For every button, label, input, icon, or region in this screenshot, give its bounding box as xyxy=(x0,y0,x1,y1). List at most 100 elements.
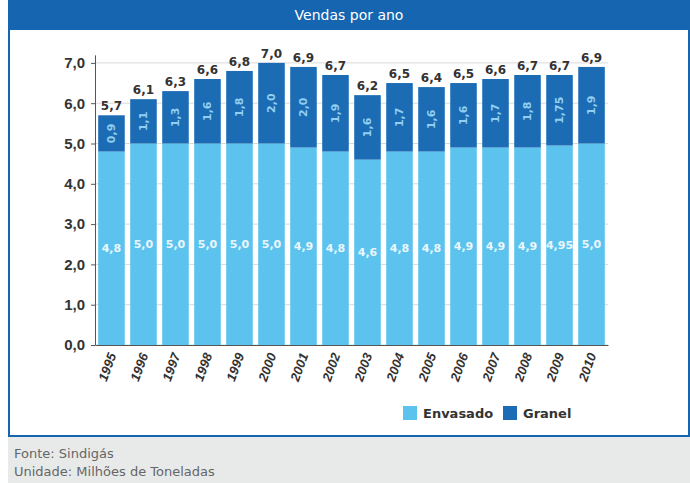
y-tick-label: 7,0 xyxy=(64,54,85,71)
bar xyxy=(354,95,381,159)
bar xyxy=(514,148,541,345)
x-tick: 2009 xyxy=(543,345,568,384)
data-labels: 4,85,05,05,05,05,04,94,84,64,84,84,94,94… xyxy=(102,93,602,259)
bar xyxy=(386,152,413,345)
data-label: 2,0 xyxy=(297,97,310,117)
title: Vendas por ano xyxy=(295,7,404,23)
y-tick-label: 1,0 xyxy=(64,296,85,313)
data-label: 5,0 xyxy=(134,238,154,251)
bar xyxy=(578,144,605,346)
y-tick-mark xyxy=(91,63,95,64)
data-label: 1,7 xyxy=(489,104,502,124)
x-tick: 2007 xyxy=(479,345,504,384)
total-label: 6,7 xyxy=(549,59,570,73)
x-tick-label: 2005 xyxy=(415,350,440,384)
x-tick-label: 1998 xyxy=(191,350,215,383)
total-label: 6,7 xyxy=(517,59,538,73)
y-tick: 2,0 xyxy=(64,256,95,273)
footer-background xyxy=(8,437,690,483)
data-label: 1,1 xyxy=(137,112,150,131)
x-tick: 2005 xyxy=(415,345,440,384)
x-tick: 1996 xyxy=(127,345,151,383)
y-tick-mark xyxy=(91,305,95,306)
bar xyxy=(130,99,157,143)
y-tick: 0,0 xyxy=(64,336,95,353)
y-axis-line xyxy=(95,55,96,345)
data-label: 4,8 xyxy=(326,242,346,255)
x-tick: 1999 xyxy=(223,345,247,383)
data-label: 4,9 xyxy=(454,240,474,253)
bar xyxy=(418,152,445,345)
grid xyxy=(95,63,608,345)
bar xyxy=(98,152,125,345)
x-tick-label: 1995 xyxy=(95,350,119,383)
data-label: 1,75 xyxy=(553,97,566,124)
x-tick-label: 2002 xyxy=(319,350,344,384)
bar xyxy=(546,146,573,345)
x-tick-label: 1997 xyxy=(159,350,183,383)
x-tick: 1997 xyxy=(159,345,183,383)
y-tick-label: 2,0 xyxy=(64,256,85,273)
bar xyxy=(194,79,221,143)
data-label: 5,0 xyxy=(582,238,602,251)
x-tick: 2010 xyxy=(575,345,600,384)
data-label: 1,6 xyxy=(457,105,470,125)
x-tick: 2001 xyxy=(287,345,311,384)
total-label: 6,9 xyxy=(581,51,602,65)
total-label: 5,7 xyxy=(101,99,122,113)
total-label: 6,2 xyxy=(357,79,378,93)
y-tick-label: 5,0 xyxy=(64,135,85,152)
chart-container: Vendas por anoFonte: SindigásUnidade: Mi… xyxy=(0,0,690,483)
x-tick: 1995 xyxy=(95,345,119,383)
header-bar xyxy=(8,0,690,30)
bar xyxy=(162,144,189,346)
data-label: 1,7 xyxy=(393,108,406,128)
bar xyxy=(546,75,573,146)
data-label: 4,9 xyxy=(518,240,538,253)
chart-svg: Vendas por anoFonte: SindigásUnidade: Mi… xyxy=(0,0,690,483)
total-label: 6,6 xyxy=(197,63,218,77)
bar xyxy=(98,115,125,151)
x-axis-line xyxy=(96,345,609,346)
footer-text: Fonte: Sindigás xyxy=(14,446,114,461)
x-tick-label: 2007 xyxy=(479,350,504,384)
data-label: 5,0 xyxy=(198,238,218,251)
data-label: 4,95 xyxy=(546,239,573,252)
total-label: 6,8 xyxy=(229,55,250,69)
x-tick: 2006 xyxy=(447,345,472,384)
legend-swatch xyxy=(503,406,517,420)
total-label: 6,9 xyxy=(293,51,314,65)
x-tick-label: 2001 xyxy=(287,351,311,384)
x-tick-label: 2000 xyxy=(255,350,280,384)
series-group xyxy=(98,144,605,346)
bar xyxy=(482,79,509,148)
legend-label: Envasado xyxy=(423,406,493,421)
data-label: 1,8 xyxy=(521,102,534,122)
y-tick-label: 4,0 xyxy=(64,175,85,192)
x-tick-label: 2010 xyxy=(575,350,600,384)
y-tick: 1,0 xyxy=(64,296,95,313)
bar xyxy=(450,148,477,345)
bar xyxy=(322,152,349,345)
x-tick: 2003 xyxy=(351,345,376,384)
x-tick: 2008 xyxy=(511,345,536,384)
y-tick-mark xyxy=(91,345,95,346)
data-label: 1,3 xyxy=(169,108,182,128)
data-label: 1,6 xyxy=(361,117,374,137)
frame xyxy=(9,1,689,436)
y-tick: 7,0 xyxy=(64,54,95,71)
total-label: 6,4 xyxy=(421,71,442,85)
bar xyxy=(226,71,253,144)
bar xyxy=(258,144,285,346)
total-label: 6,3 xyxy=(165,75,186,89)
bar xyxy=(578,67,605,144)
data-label: 4,8 xyxy=(390,242,410,255)
x-tick-label: 2006 xyxy=(447,350,472,384)
legend-swatch xyxy=(403,406,417,420)
y-axis: 0,01,02,03,04,05,06,07,0 xyxy=(64,54,95,353)
bar xyxy=(258,63,285,144)
data-label: 5,0 xyxy=(166,238,186,251)
bar xyxy=(482,148,509,345)
y-tick-mark xyxy=(91,103,95,104)
bar xyxy=(322,75,349,152)
